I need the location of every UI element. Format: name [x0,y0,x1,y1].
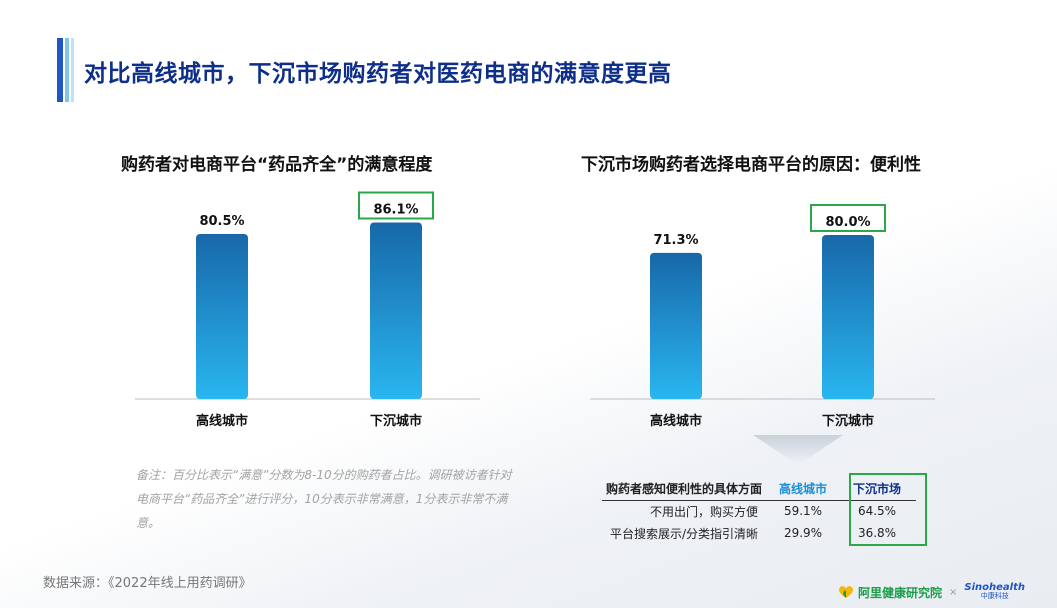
chart-title-assortment: 购药者对电商平台“药品齐全”的满意程度 [121,155,433,175]
footer-logo: 阿里健康研究院 × Sinohealth 中康科技 [838,582,1025,602]
heart-logo-icon [839,586,853,598]
table-cell-aspect: 不用出门，购买方便 [650,504,759,519]
table-row: 平台搜索展示/分类指引清晰 29.9% 36.8% [602,522,916,544]
alihealth-logo-text: 阿里健康研究院 [858,585,943,600]
data-label: 71.3% [653,233,698,248]
table-header-lower-market: 下沉市场 [853,482,902,497]
bar [650,252,702,399]
table-cell-high-city: 59.1% [783,504,823,519]
footnote: 备注：百分比表示“满意”分数为8-10分的购药者占比。调研被访者针对电商平台“药… [136,468,512,530]
data-label: 86.1% [373,202,418,217]
convenience-table: 购药者感知便利性的具体方面 高线城市 下沉市场 不用出门，购买方便 59.1% … [602,478,917,544]
page-title: 对比高线城市，下沉市场购药者对医药电商的满意度更高 [84,61,672,87]
data-source: 数据来源：《2022年线上用药调研》 [43,576,252,591]
table-header-row: 购药者感知便利性的具体方面 高线城市 下沉市场 [602,478,917,500]
bar [822,235,874,399]
category-label: 高线城市 [650,413,702,429]
category-label: 下沉城市 [370,413,422,429]
sinohealth-logo: Sinohealth 中康科技 [964,583,1025,601]
sinohealth-logo-cn: 中康科技 [980,592,1009,600]
sinohealth-logo-en: Sinohealth [964,582,1026,593]
highlight-box [810,204,886,232]
table-header-aspect: 购药者感知便利性的具体方面 [606,482,763,497]
logo-separator: × [949,586,958,598]
arrow-down-icon [753,435,843,465]
title-accent-bars [57,38,77,102]
category-label: 下沉城市 [822,413,874,429]
table-cell-aspect: 平台搜索展示/分类指引清晰 [609,526,759,541]
data-label: 80.0% [825,215,870,230]
table-cell-lower-market: 36.8% [857,526,897,540]
table-highlight-box [849,473,927,546]
bar [196,233,248,399]
highlight-box [358,191,434,220]
data-label: 80.5% [199,214,244,229]
chart-title-convenience: 下沉市场购药者选择电商平台的原因：便利性 [581,155,921,175]
category-label: 高线城市 [196,413,248,429]
table-cell-high-city: 29.9% [783,526,823,540]
table-header-high-city: 高线城市 [779,482,828,497]
table-row: 不用出门，购买方便 59.1% 64.5% [602,500,916,522]
bar [370,222,422,399]
table-cell-lower-market: 64.5% [857,504,897,519]
